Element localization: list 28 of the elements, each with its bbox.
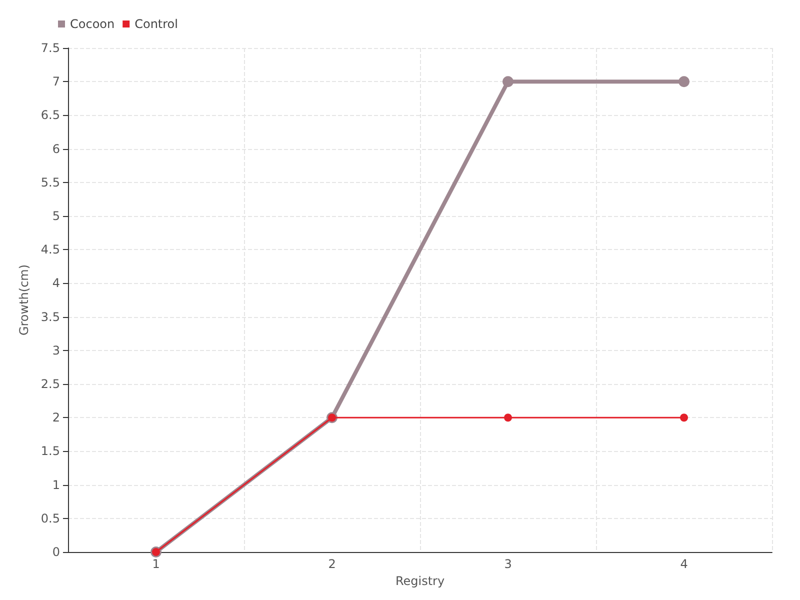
y-tick-label: 1 (52, 478, 60, 492)
y-tick-label: 4.5 (40, 242, 60, 257)
x-tick-label: 3 (504, 557, 512, 571)
legend-label: Cocoon (70, 17, 115, 31)
x-tick-label: 1 (152, 557, 160, 571)
x-tick-label: 4 (680, 557, 688, 571)
point (680, 414, 688, 422)
y-tick-label: 5 (52, 209, 60, 223)
legend-label: Control (134, 17, 178, 31)
y-tick-label: 6.5 (40, 108, 60, 122)
y-tick-label: 0.5 (40, 511, 60, 526)
y-tick-label: 2 (52, 410, 60, 425)
y-axis-title: Growth(cm) (17, 264, 32, 336)
x-axis-title: Registry (395, 574, 445, 588)
y-tick-label: 0 (52, 545, 60, 559)
point (678, 76, 690, 88)
y-tick-label: 3 (52, 343, 60, 358)
y-tick-label: 7.5 (40, 41, 60, 55)
x-tick-label: 2 (328, 557, 336, 571)
point (502, 76, 514, 88)
y-tick-label: 6 (52, 142, 60, 156)
y-tick-label: 7 (52, 74, 60, 89)
y-tick-label: 4 (52, 276, 60, 290)
y-tick-label: 1.5 (40, 444, 60, 458)
y-tick-label: 3.5 (40, 310, 60, 324)
y-tick-label: 2.5 (40, 377, 60, 391)
point (504, 414, 512, 422)
y-tick-label: 5.5 (40, 175, 60, 190)
